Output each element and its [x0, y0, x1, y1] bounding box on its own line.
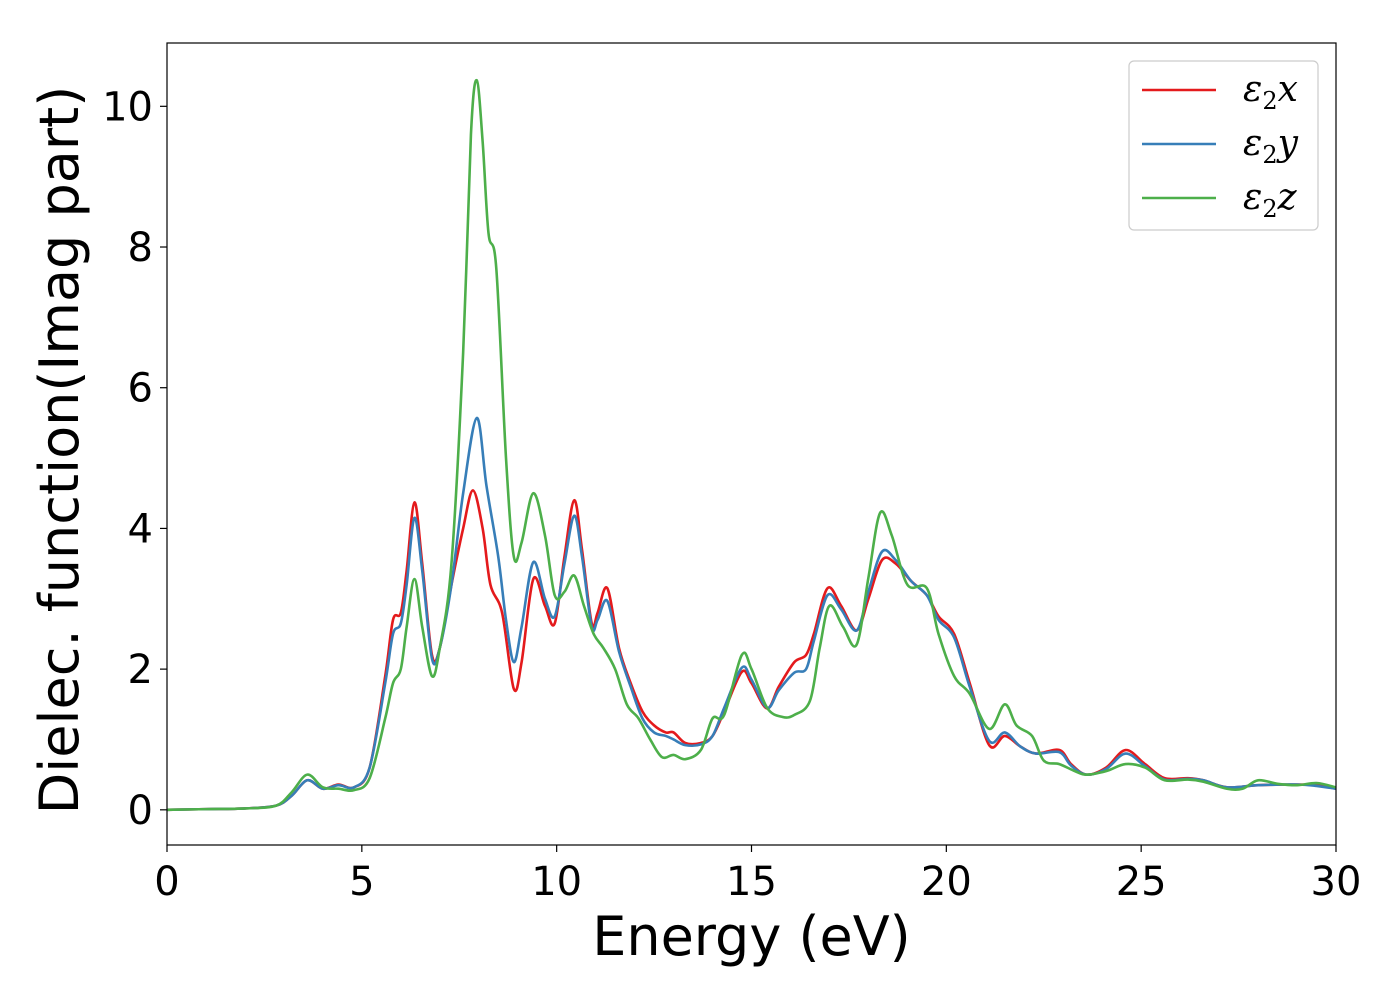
- series-line-1: [167, 489, 1336, 812]
- legend-component: x: [1278, 69, 1298, 110]
- series-line-3: [167, 78, 1336, 812]
- x-tick-label: 0: [154, 859, 179, 905]
- x-tick-label: 10: [531, 859, 582, 905]
- y-axis-label: Dielec. function(Imag part): [28, 86, 91, 815]
- y-tick-label: 10: [102, 84, 153, 130]
- series-line-2: [167, 416, 1336, 812]
- legend-symbol: ε: [1243, 69, 1262, 110]
- legend-symbol: ε: [1243, 123, 1262, 164]
- x-tick-label: 25: [1116, 859, 1167, 905]
- y-tick-label: 6: [128, 366, 153, 412]
- legend-entry: ε2x: [1243, 69, 1298, 115]
- series-layer: [167, 78, 1336, 812]
- x-axis-ticks: 0 5 10 15 20 25 30: [154, 845, 1361, 905]
- y-axis-ticks: 0 2 4 6 8 10: [102, 84, 167, 834]
- y-tick-label: 2: [128, 647, 153, 693]
- y-tick-label: 4: [128, 506, 153, 552]
- legend-box: [1128, 60, 1319, 231]
- legend-symbol: ε: [1243, 177, 1262, 218]
- x-tick-label: 15: [726, 859, 777, 905]
- legend-subscript: 2: [1262, 141, 1277, 169]
- x-tick-label: 5: [349, 859, 374, 905]
- legend-entry: ε2y: [1243, 123, 1299, 169]
- legend-component: y: [1276, 123, 1299, 164]
- legend-component: z: [1277, 177, 1298, 218]
- x-tick-label: 20: [921, 859, 972, 905]
- x-tick-label: 30: [1311, 859, 1362, 905]
- y-tick-label: 8: [128, 225, 153, 271]
- y-tick-label: 0: [128, 788, 153, 834]
- legend-subscript: 2: [1262, 87, 1277, 115]
- x-axis-label: Energy (eV): [592, 905, 911, 968]
- legend-entry: ε2z: [1243, 177, 1298, 223]
- legend-subscript: 2: [1262, 195, 1277, 223]
